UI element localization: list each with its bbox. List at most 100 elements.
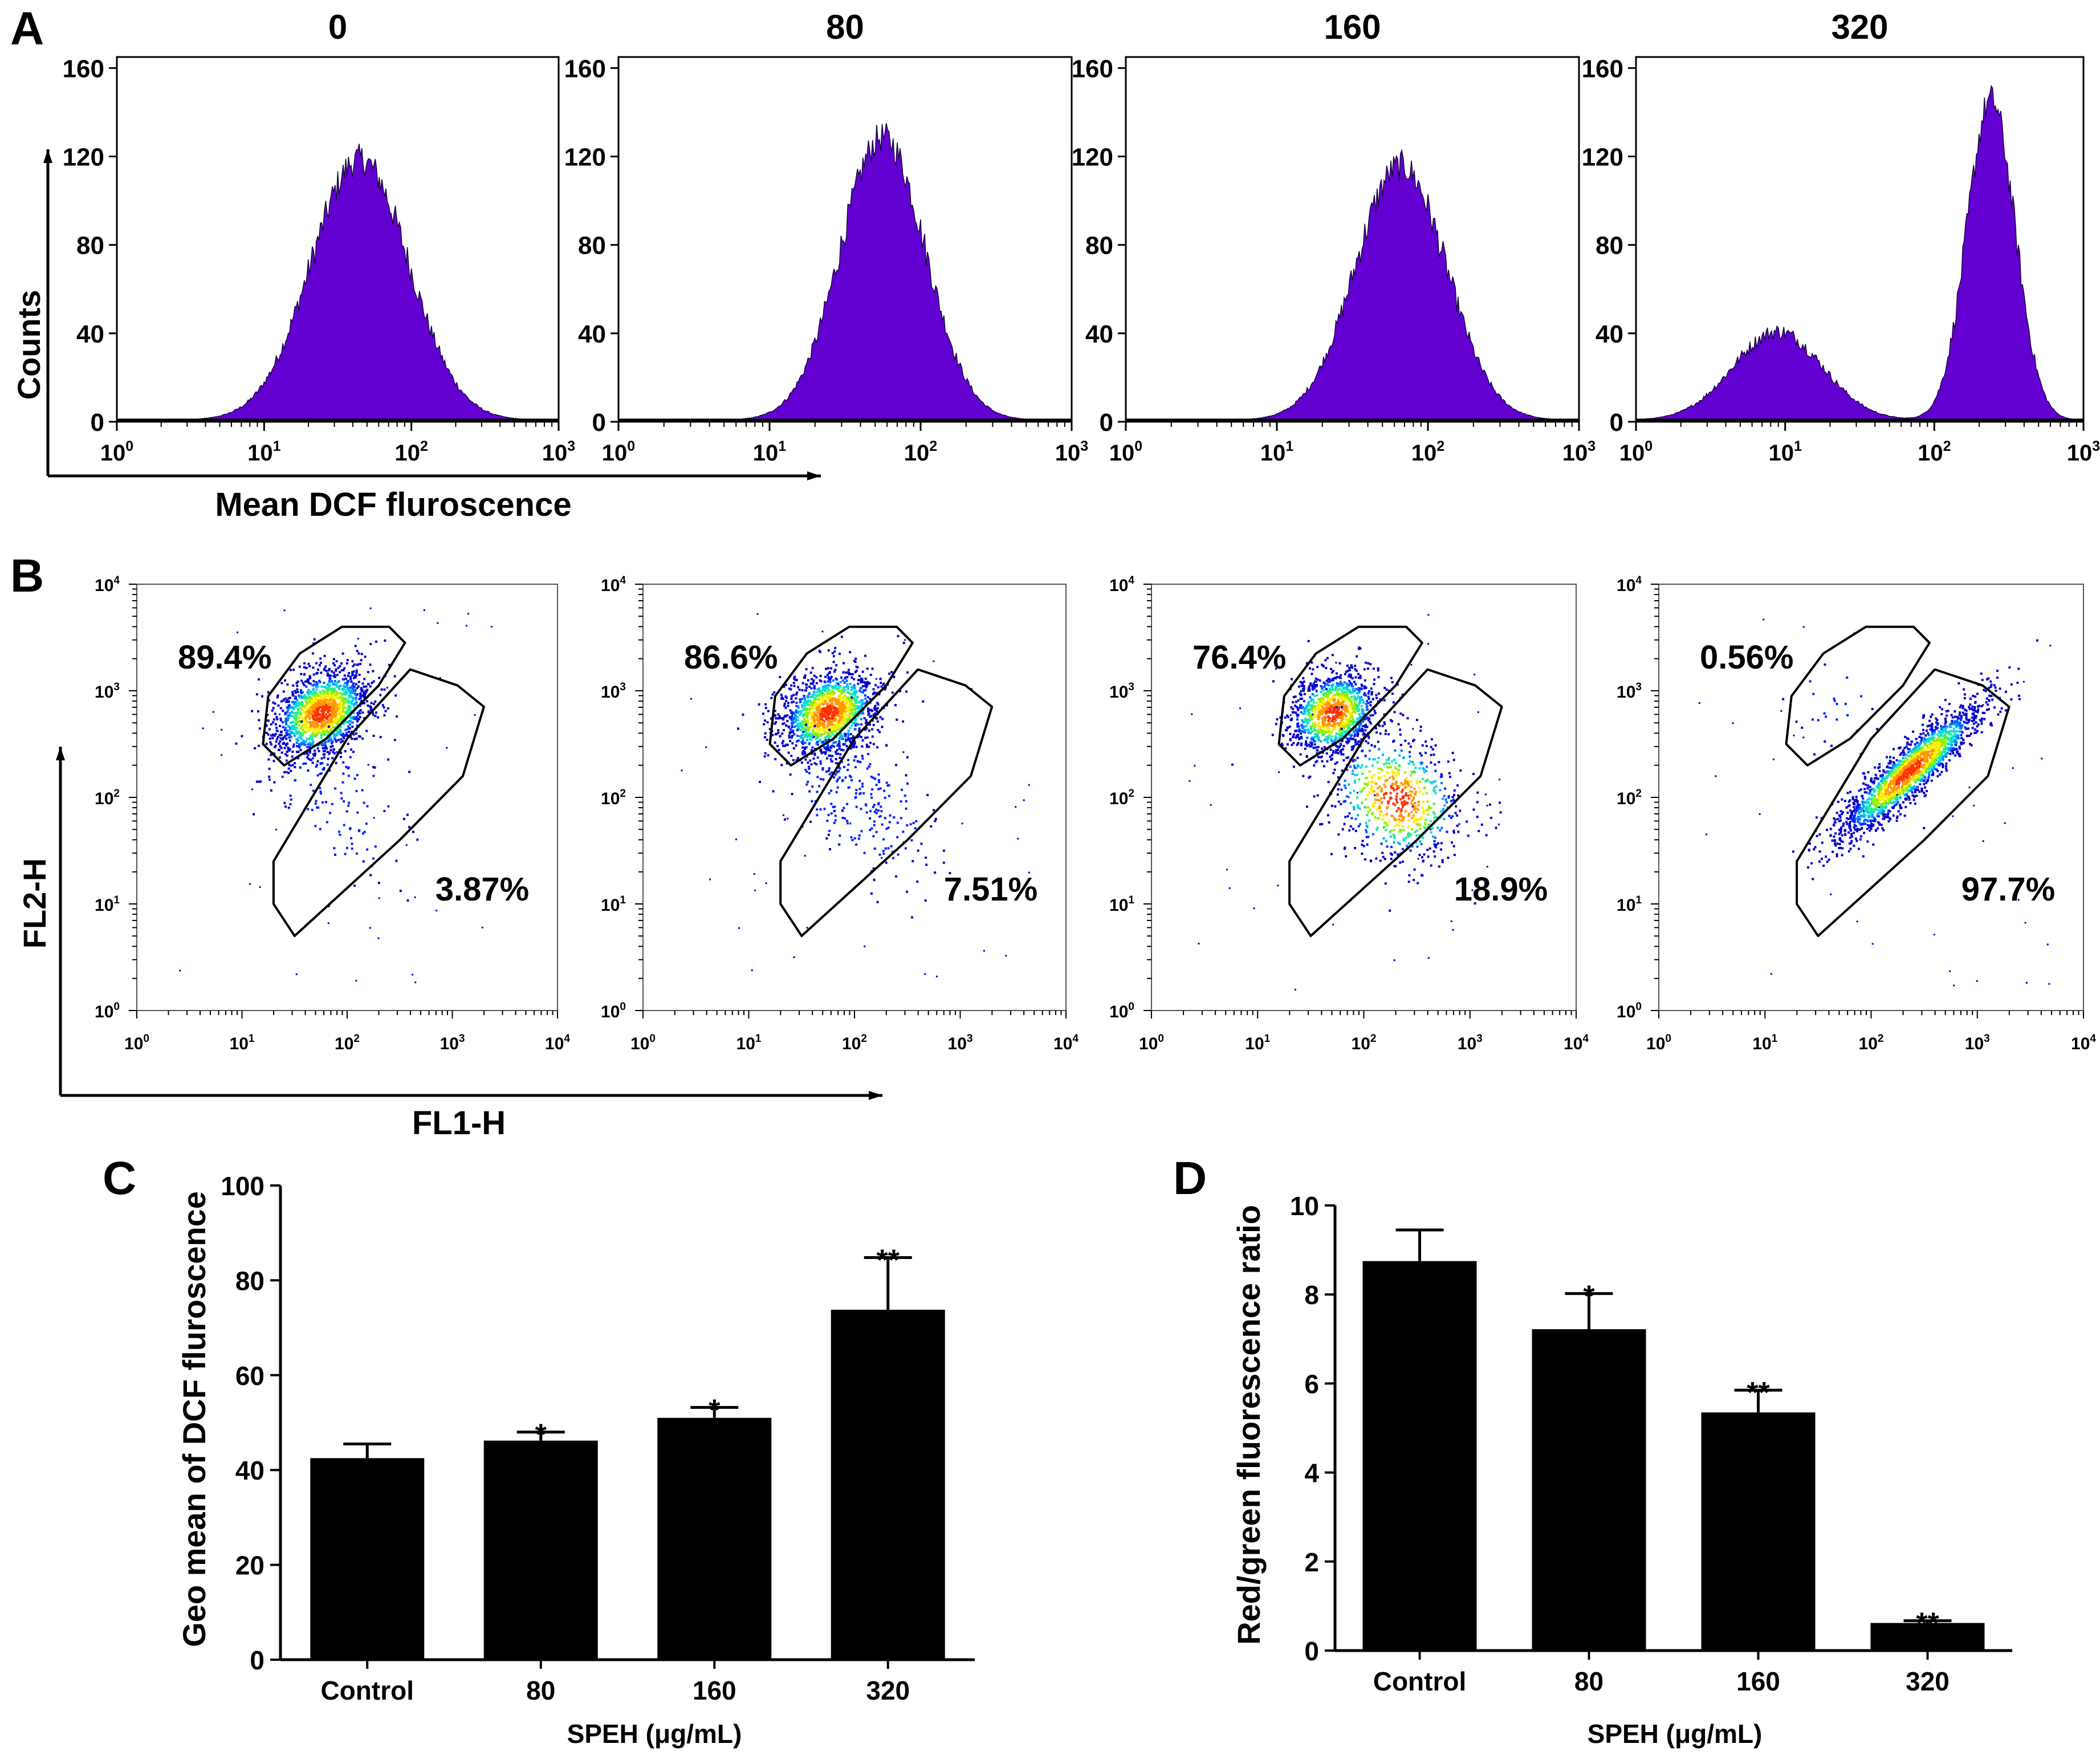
event-dot [333, 726, 336, 728]
y-tick-label: 0 [592, 409, 606, 437]
event-dot [820, 690, 823, 692]
event-dot [764, 732, 767, 735]
event-dot [1363, 713, 1366, 716]
event-dot [831, 716, 833, 719]
event-dot [1365, 740, 1368, 743]
event-dot [823, 808, 826, 810]
event-dot [343, 678, 345, 681]
event-dot [788, 687, 791, 690]
event-dot [300, 715, 302, 718]
event-dot [1364, 685, 1366, 688]
event-dot [846, 687, 849, 690]
event-dot [888, 784, 890, 787]
event-dot [1308, 720, 1311, 723]
event-dot [1390, 677, 1393, 679]
event-dot [330, 739, 333, 742]
event-dot [336, 674, 339, 677]
event-dot [1295, 711, 1297, 714]
event-dot [833, 710, 836, 713]
event-dot [837, 752, 839, 755]
event-dot [273, 781, 276, 784]
event-dot [1367, 662, 1370, 665]
event-dot [828, 692, 830, 695]
event-dot [332, 720, 335, 723]
event-dot [759, 780, 761, 783]
y-tick-label: 101 [601, 894, 626, 915]
event-dot [1299, 698, 1302, 700]
event-dot [356, 716, 358, 719]
event-dot [335, 761, 337, 764]
event-dot [813, 707, 816, 710]
event-dot [839, 732, 842, 735]
event-dot [337, 718, 340, 720]
event-dot [367, 683, 369, 686]
event-dot [377, 937, 380, 939]
event-dot [1017, 838, 1019, 840]
event-dot [338, 688, 340, 691]
event-dot [884, 796, 886, 799]
event-dot [889, 814, 892, 817]
event-dot [841, 701, 844, 704]
event-dot [1291, 678, 1293, 681]
event-dot [791, 722, 793, 724]
event-dot [286, 729, 288, 732]
event-dot [1322, 730, 1325, 733]
event-dot [324, 730, 327, 732]
event-dot [325, 821, 328, 824]
event-dot [320, 763, 322, 765]
event-dot [835, 724, 838, 727]
event-dot [328, 699, 331, 702]
event-dot [314, 732, 316, 735]
event-dot [332, 732, 335, 735]
event-dot [306, 729, 309, 732]
event-dot [817, 694, 820, 696]
event-dot [359, 697, 362, 699]
event-dot [357, 652, 360, 655]
event-dot [815, 763, 818, 765]
event-dot [1322, 693, 1325, 696]
event-dot [306, 680, 308, 682]
event-dot [362, 860, 365, 863]
event-dot [348, 696, 351, 699]
event-dot [312, 725, 315, 728]
panel-a-y-axis-label: Counts [11, 290, 47, 400]
event-dot [832, 716, 835, 719]
event-dot [1309, 726, 1312, 728]
event-dot [369, 874, 372, 877]
event-dot [326, 751, 329, 753]
event-dot [884, 688, 886, 691]
event-dot [837, 682, 840, 685]
event-dot [294, 762, 296, 764]
event-dot [332, 726, 335, 728]
event-dot [1358, 696, 1361, 699]
event-dot [832, 713, 835, 716]
event-dot [1311, 707, 1314, 710]
event-dot [827, 735, 829, 738]
event-dot [792, 722, 795, 724]
event-dot [873, 691, 876, 694]
event-dot [1321, 734, 1324, 736]
event-dot [906, 756, 909, 759]
event-dot [851, 693, 854, 696]
event-dot [1322, 665, 1325, 667]
event-dot [352, 691, 354, 694]
event-dot [765, 882, 767, 885]
event-dot [835, 752, 838, 755]
event-dot [1341, 716, 1344, 719]
event-dot [355, 738, 358, 740]
event-dot [846, 683, 849, 686]
y-tick-label: 0 [1610, 409, 1623, 437]
event-dot [868, 712, 870, 715]
event-dot [305, 685, 308, 688]
event-dot [1361, 708, 1364, 711]
event-dot [1350, 715, 1353, 718]
event-dot [301, 704, 303, 706]
event-dot [834, 712, 837, 715]
event-dot [1338, 714, 1341, 716]
event-dot [857, 707, 860, 710]
event-dot [1350, 734, 1353, 736]
event-dot [844, 735, 847, 738]
event-dot [355, 980, 357, 982]
event-dot [1332, 696, 1335, 699]
